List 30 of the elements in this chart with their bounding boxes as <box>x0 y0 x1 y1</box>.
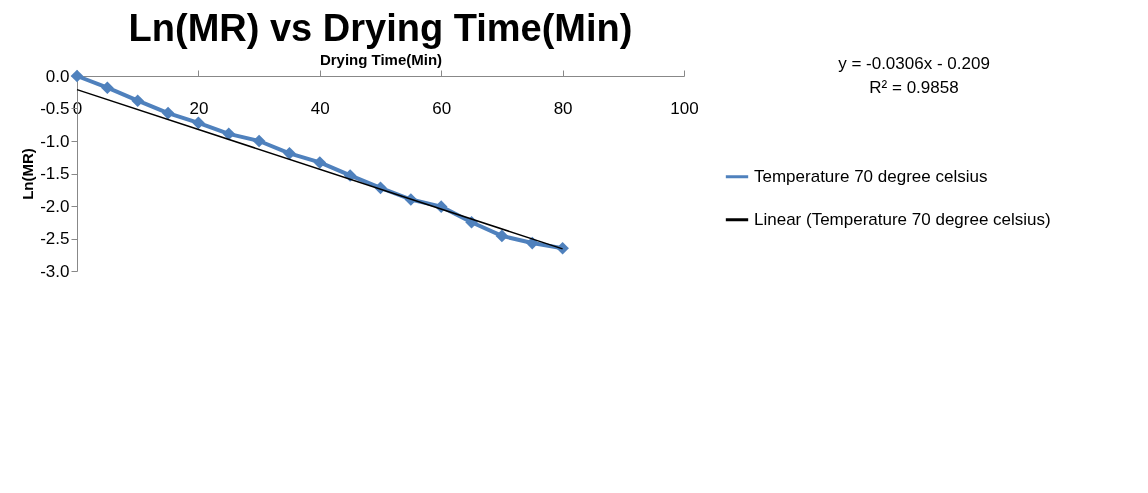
x-axis-title: Drying Time(Min) <box>319 51 443 68</box>
y-tick-label: 0.0 <box>45 66 70 86</box>
y-tick-label: -3.0 <box>40 261 70 281</box>
chart-title: Ln(MR) vs Drying Time(Min) <box>128 6 633 49</box>
x-tick-label: 40 <box>310 98 330 118</box>
point <box>222 127 236 141</box>
x-tick-label: 80 <box>553 98 573 118</box>
text: R² = 0.9858 <box>869 78 959 97</box>
y-tick-label: -1.0 <box>40 131 70 151</box>
x-tick-label: 100 <box>670 98 699 118</box>
y-tick-label: -2.0 <box>40 196 70 216</box>
x-tick-label: 20 <box>189 98 209 118</box>
point <box>495 229 509 243</box>
point <box>313 156 327 169</box>
point <box>252 134 266 148</box>
point <box>525 236 539 250</box>
point <box>131 94 145 108</box>
point <box>283 147 296 160</box>
y-axis-title: Ln(MR) <box>19 148 37 200</box>
point <box>161 106 175 120</box>
point <box>101 81 114 95</box>
legend-label: Temperature 70 degree celsius <box>754 166 988 186</box>
point <box>70 69 84 83</box>
legend-label: Linear (Temperature 70 degree celsius) <box>754 209 1051 229</box>
point <box>192 116 205 130</box>
text: y = -0.0306x - 0.209 <box>838 54 990 73</box>
y-tick-label: -0.5 <box>40 99 70 118</box>
y-tick-label: -2.5 <box>40 229 70 248</box>
y-tick-label: -1.5 <box>40 164 70 183</box>
x-tick-label: 60 <box>432 98 452 118</box>
